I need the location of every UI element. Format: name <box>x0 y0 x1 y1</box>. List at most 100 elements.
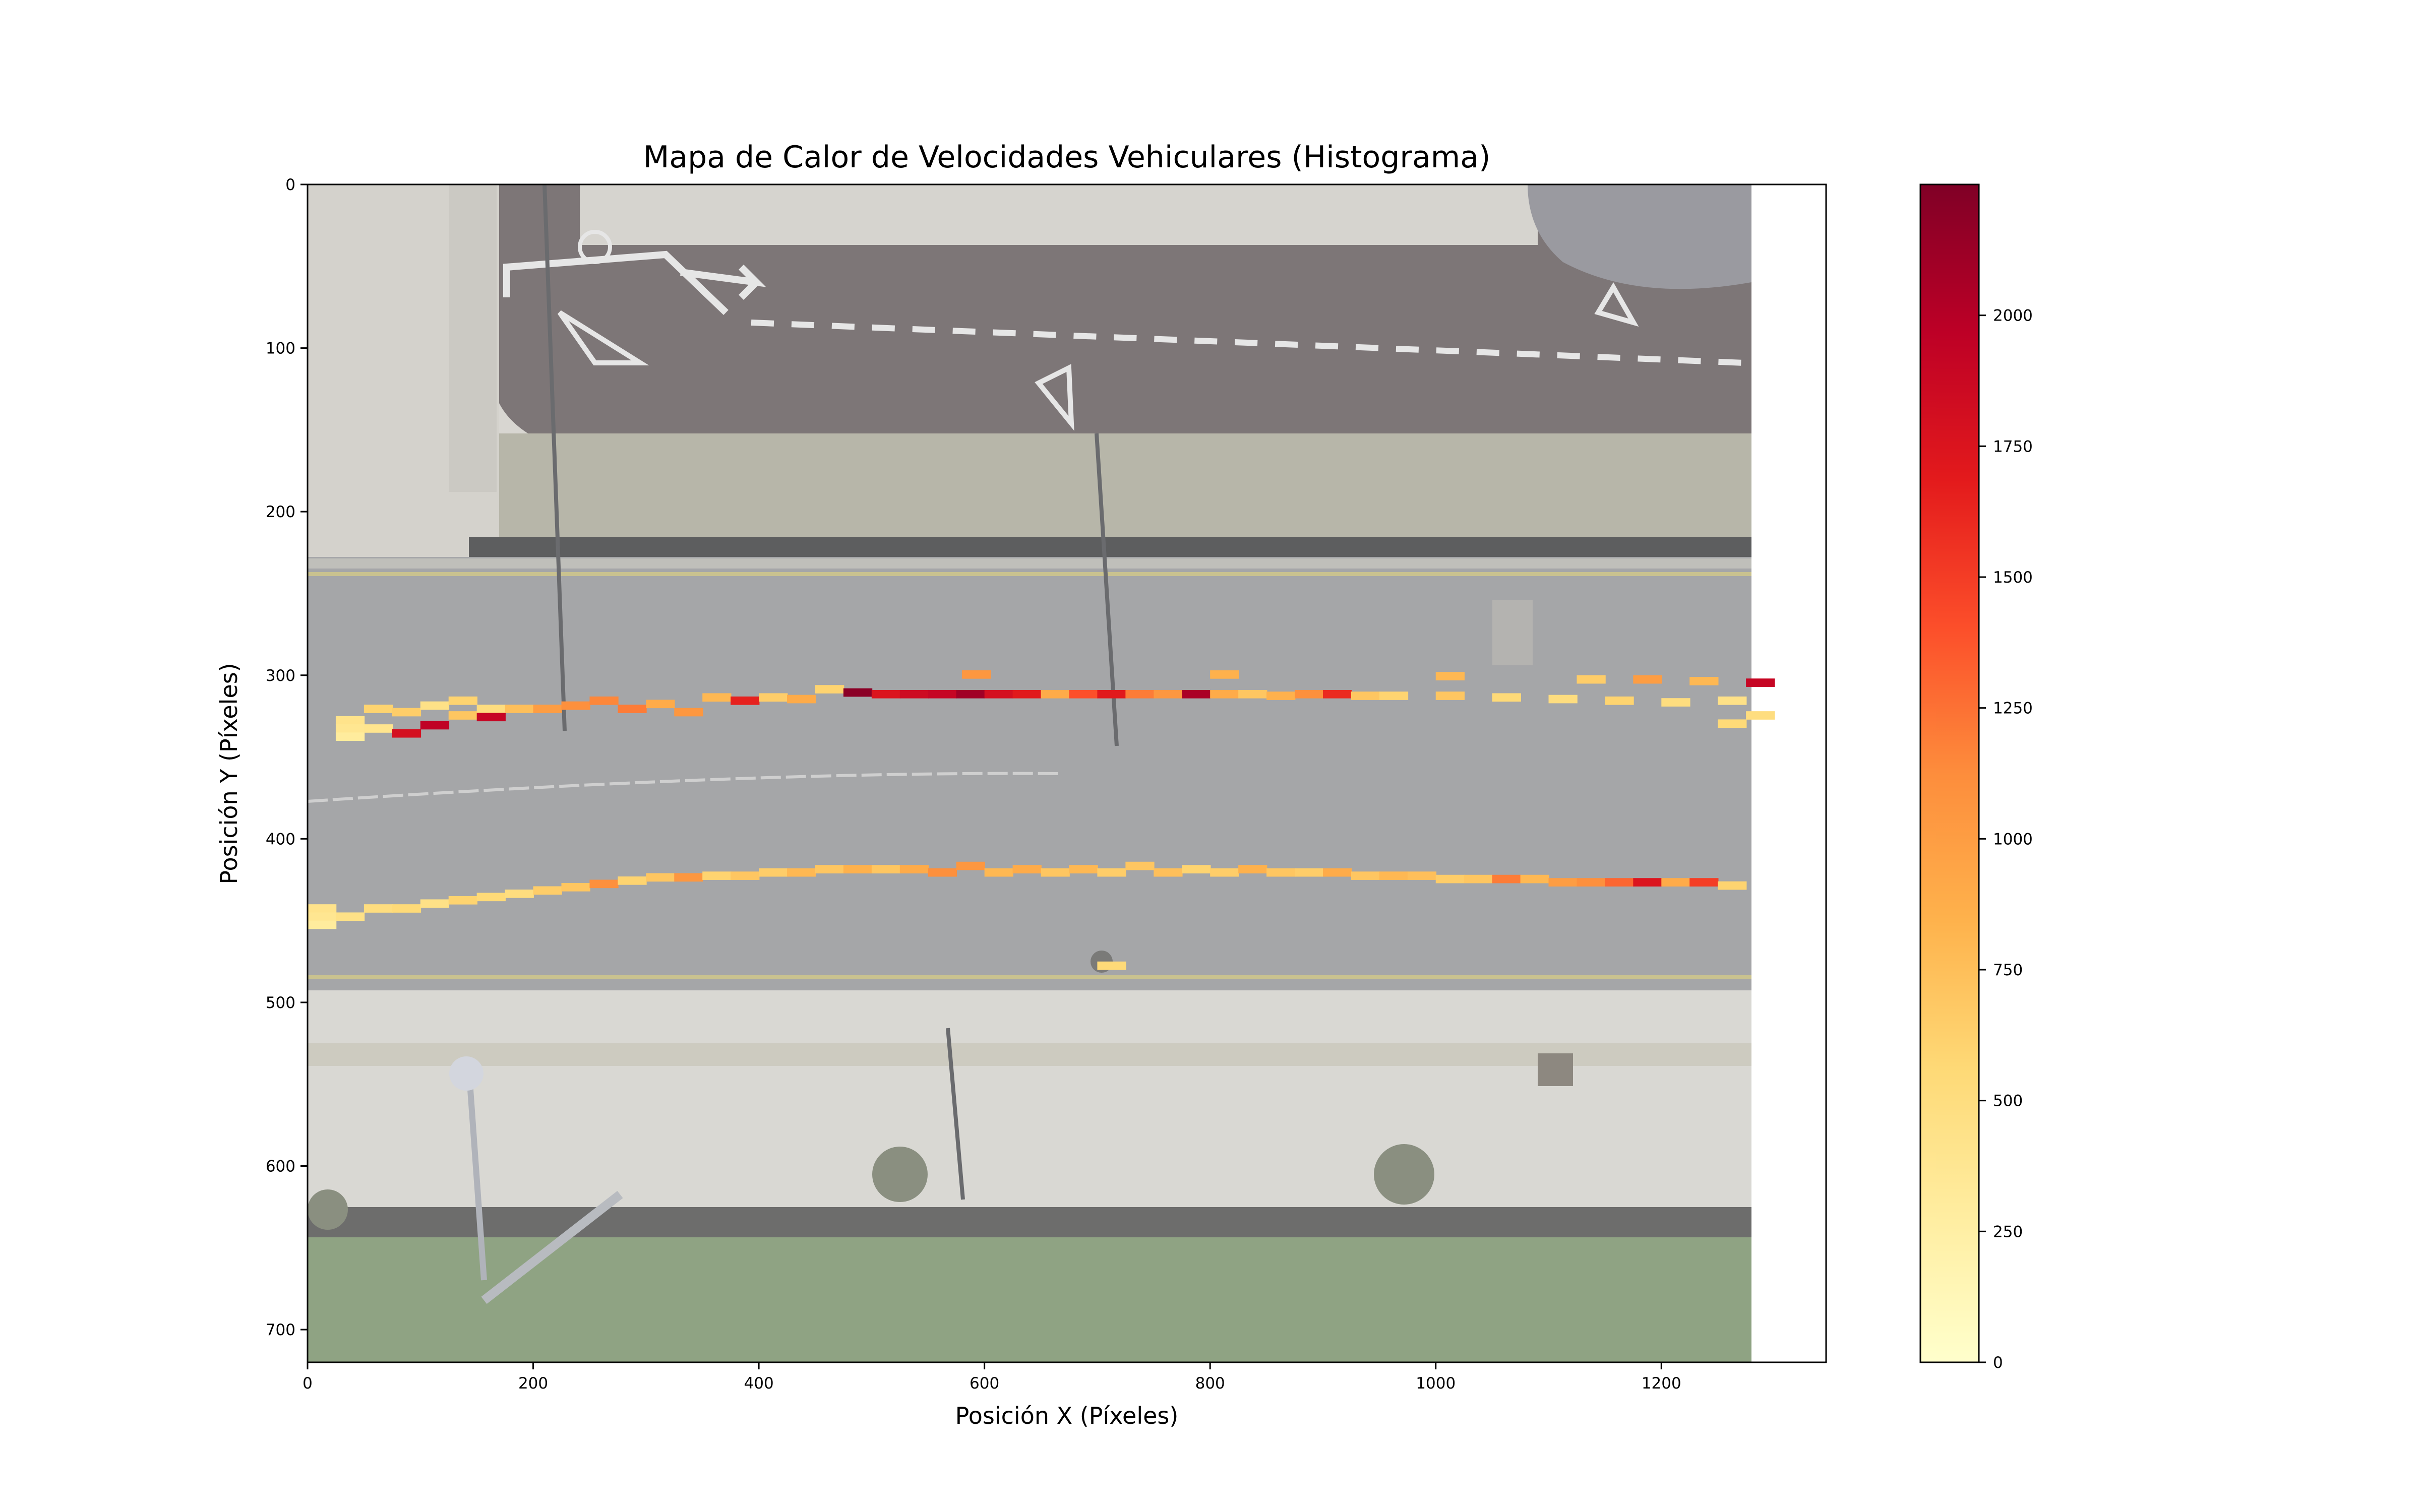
heatmap-bin <box>420 701 450 710</box>
heatmap-bin <box>815 865 844 873</box>
heatmap-bin <box>476 713 506 722</box>
heatmap-bin <box>1210 670 1239 679</box>
heatmap-bin <box>1718 719 1747 728</box>
heatmap-bin <box>928 689 957 699</box>
y-tick-label: 300 <box>266 667 295 685</box>
heatmap-bin <box>787 868 816 877</box>
heatmap-bin <box>1041 689 1070 699</box>
heatmap-bin <box>674 708 703 717</box>
colorbar-tick-label: 500 <box>1993 1092 2023 1110</box>
heatmap-bin <box>335 732 365 741</box>
heatmap-bin <box>1379 691 1409 700</box>
heatmap-bin <box>1154 689 1183 699</box>
colorbar-tick-label: 1000 <box>1993 830 2033 848</box>
heatmap-bin <box>618 705 647 713</box>
heatmap-bin <box>364 904 393 913</box>
heatmap-bin <box>1435 672 1465 680</box>
y-tick-label: 700 <box>266 1321 295 1339</box>
heatmap-bin <box>1520 874 1549 884</box>
heatmap-bin <box>618 876 647 885</box>
heatmap-bin <box>1379 871 1409 880</box>
heatmap-bin <box>308 904 337 913</box>
heatmap-bin <box>561 883 590 892</box>
heatmap-bin <box>561 701 590 710</box>
y-tick-label: 500 <box>266 994 295 1012</box>
y-axis-label: Posición Y (Píxeles) <box>215 663 243 884</box>
colorbar-tick-label: 1250 <box>1993 700 2033 718</box>
heatmap-bin <box>476 705 506 713</box>
x-tick-label: 1200 <box>1642 1374 1681 1393</box>
x-tick-label: 800 <box>1195 1374 1225 1393</box>
heatmap-bins <box>308 670 1775 970</box>
heatmap-bin <box>759 693 788 702</box>
heatmap-bin <box>984 689 1013 699</box>
heatmap-bin <box>731 696 760 705</box>
colorbar-ticks: 0 250 500 750 1000 1250 1500 1750 2000 <box>1979 307 2033 1372</box>
heatmap-bin <box>1266 868 1296 877</box>
heatmap-bin <box>364 724 393 733</box>
heatmap-bin <box>1125 861 1155 870</box>
heatmap-bin <box>1633 878 1662 887</box>
heatmap-bin <box>815 685 844 694</box>
heatmap-bin <box>392 729 421 738</box>
heatmap-bin <box>731 871 760 880</box>
y-tick-label: 200 <box>266 503 295 521</box>
y-axis-ticks: 0 100 200 300 400 500 600 700 <box>266 176 308 1339</box>
heatmap-bin <box>1012 865 1042 873</box>
colorbar-tick-label: 1750 <box>1993 437 2033 456</box>
x-axis-ticks: 0 200 400 600 800 1000 1200 <box>302 1362 1681 1393</box>
heatmap-bin <box>646 873 675 882</box>
heatmap-bin <box>1605 878 1634 887</box>
heatmap-bin <box>1492 693 1521 702</box>
heatmap-bin <box>335 724 365 733</box>
heatmap-bin <box>1097 868 1126 877</box>
colorbar <box>1919 183 1980 1363</box>
heatmap-bin <box>392 708 421 717</box>
plot-frame <box>307 183 1827 1363</box>
heatmap-bin <box>505 705 534 713</box>
heatmap-bin <box>1069 689 1098 699</box>
heatmap-bin <box>871 689 901 699</box>
y-tick-label: 0 <box>285 176 295 194</box>
heatmap-bin <box>702 871 732 880</box>
heatmap-bin <box>1464 874 1493 884</box>
heatmap-bin <box>1633 675 1662 684</box>
heatmap-bin <box>1182 865 1211 873</box>
heatmap-bin <box>1238 865 1267 873</box>
heatmap-bin <box>1746 678 1775 687</box>
heatmap-bin <box>1548 695 1578 704</box>
heatmap-bin <box>1718 696 1747 705</box>
heatmap-bin <box>420 899 450 908</box>
heatmap-bin <box>1125 689 1155 699</box>
heatmap-bin <box>928 868 957 877</box>
heatmap-bin <box>1718 881 1747 890</box>
heatmap-bin <box>956 689 985 699</box>
heatmap-bin <box>1041 868 1070 877</box>
heatmap-bin <box>1661 878 1690 887</box>
heatmap-bin <box>1351 871 1380 880</box>
heatmap-bin <box>1577 675 1606 684</box>
colorbar-tick-label: 250 <box>1993 1223 2023 1241</box>
heatmap-bin <box>871 865 901 873</box>
heatmap-bin <box>1097 689 1126 699</box>
heatmap-bin <box>1210 689 1239 699</box>
heatmap-bin <box>1210 868 1239 877</box>
heatmap-bin <box>1322 868 1352 877</box>
heatmap-bin <box>448 711 478 720</box>
x-tick-label: 200 <box>518 1374 548 1393</box>
heatmap-bin <box>1407 871 1437 880</box>
heatmap-bin <box>1266 691 1296 700</box>
heatmap-bin <box>308 920 337 929</box>
heatmap-bin <box>1012 689 1042 699</box>
heatmap-bin <box>335 716 365 725</box>
colorbar-tick-label: 1500 <box>1993 569 2033 587</box>
heatmap-bin <box>759 868 788 877</box>
y-tick-label: 100 <box>266 340 295 358</box>
colorbar-tick-label: 750 <box>1993 961 2023 979</box>
chart-title: Mapa de Calor de Velocidades Vehiculares… <box>643 140 1491 175</box>
heatmap-bin <box>1577 878 1606 887</box>
heatmap-bin <box>420 721 450 730</box>
heatmap-bin <box>1097 961 1126 970</box>
heatmap-bin <box>308 912 337 921</box>
